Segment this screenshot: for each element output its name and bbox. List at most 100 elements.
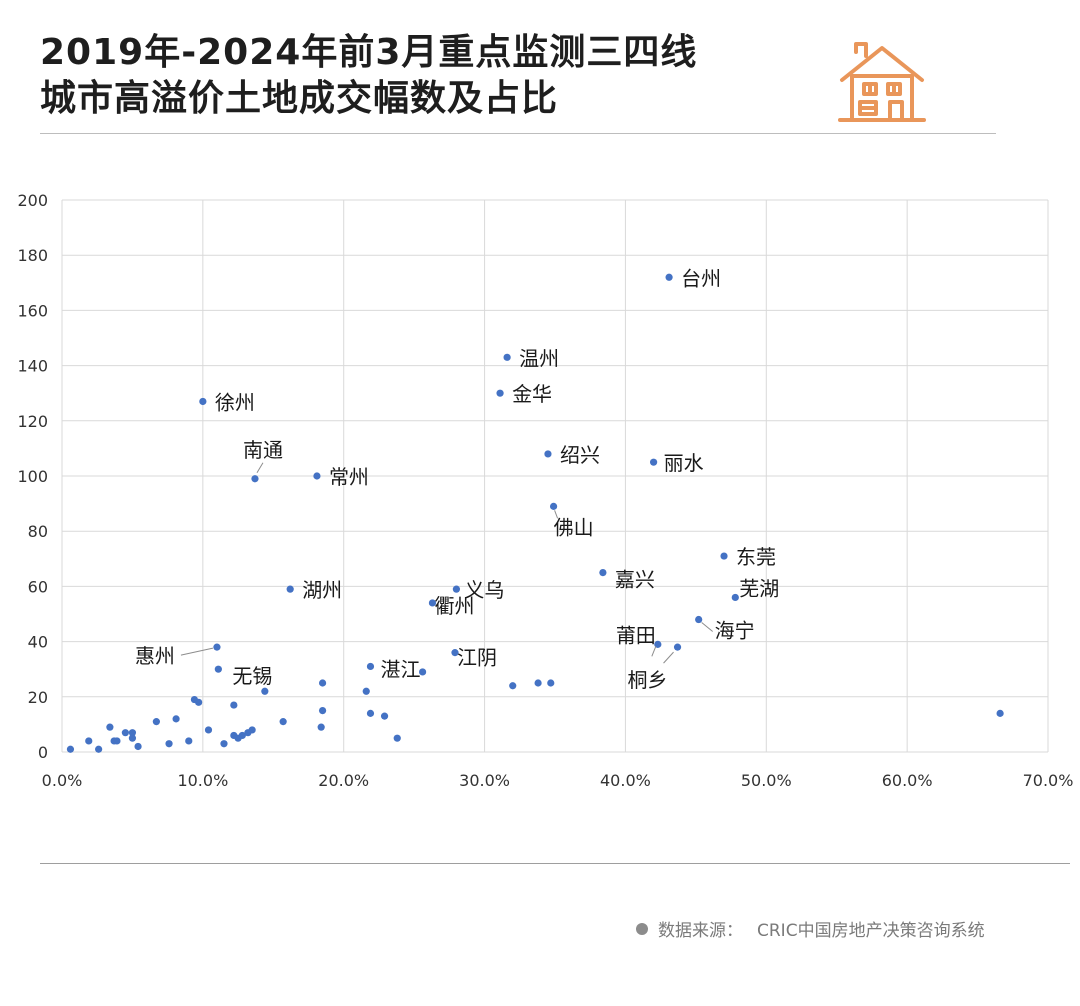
point-label: 义乌 [464,578,504,602]
x-tick-label: 10.0% [177,771,228,790]
data-point [106,723,114,731]
data-point [503,353,511,361]
leader-line [651,646,657,657]
point-label: 丽水 [664,451,704,475]
data-point [248,726,256,734]
y-tick-label: 20 [28,688,48,707]
data-point [134,742,142,751]
data-point [195,698,203,706]
data-point [172,715,180,723]
point-label: 金华 [512,382,552,406]
leader-line [256,462,264,474]
data-point [185,737,193,745]
point-label: 芜湖 [739,576,779,600]
point-label: 温州 [519,346,559,370]
data-point [121,729,129,737]
data-point [128,729,137,737]
data-point [95,745,103,753]
data-point [650,458,658,466]
data-point [238,731,246,740]
point-label: 无锡 [232,664,272,688]
dot-icon [636,922,648,935]
data-point [599,569,607,577]
data-point [318,707,327,715]
y-tick-label: 100 [17,467,48,486]
data-point [544,450,552,458]
source-note: 数据来源： CRIC中国房地产决策咨询系统 [636,916,985,941]
y-tick-label: 120 [17,412,48,431]
y-tick-label: 0 [38,743,48,762]
data-point [128,734,137,742]
point-label: 惠州 [135,644,175,668]
data-point [720,552,728,560]
data-point [204,726,213,734]
point-label: 莆田 [616,623,656,647]
y-tick-label: 160 [17,301,48,320]
data-point [418,668,427,676]
data-point [996,709,1004,717]
x-tick-label: 70.0% [1023,771,1074,790]
leader-line [180,647,214,656]
point-label: 湖州 [302,578,342,602]
data-point [214,665,222,673]
leader-line [701,622,713,632]
source-name: CRIC中国房地产决策咨询系统 [757,921,985,941]
data-point [451,649,459,657]
footer-divider [40,863,1070,864]
data-point [393,734,401,742]
point-label: 常州 [329,465,369,489]
x-tick-label: 50.0% [741,771,792,790]
point-label: 东莞 [736,545,776,569]
scatter-chart: 0 20 40 60 80 100 120 140 160 180 200 0.0% 10.0% 20.0… [17,191,1074,790]
point-label: 衢州 [434,594,474,618]
data-point [673,643,682,651]
data-point [110,737,118,745]
data-point [318,679,327,687]
y-tick-label: 200 [17,191,48,210]
house-icon [838,42,926,122]
data-point [261,687,269,695]
data-point [220,740,228,748]
x-tick-label: 30.0% [459,771,510,790]
data-point [509,682,517,690]
point-label: 绍兴 [560,443,600,467]
data-point [286,585,294,593]
data-point [66,745,75,753]
data-point [279,718,287,726]
data-point [665,273,673,281]
leader-line [663,651,674,664]
point-label: 南通 [243,438,283,462]
chart-title-line-2: 城市高溢价土地成交幅数及占比 [40,78,559,119]
data-point [547,679,555,687]
x-tick-label: 20.0% [318,771,369,790]
point-label: 海宁 [715,619,755,643]
data-point [362,687,370,695]
y-tick-label: 80 [28,522,48,541]
data-points [66,273,1004,753]
source-label: 数据来源： [658,921,743,941]
leader-line [554,510,559,519]
data-point [230,701,238,709]
data-point [85,737,93,745]
data-point [366,709,375,717]
data-point [313,472,321,480]
chart-title: 2019年-2024年前3月重点监测三四线 城市高溢价土地成交幅数及占比 [40,30,697,122]
data-point [654,640,662,648]
data-point [534,679,542,687]
y-tick-label: 40 [28,633,48,652]
data-point [317,723,325,731]
y-tick-label: 140 [17,357,48,376]
data-point [496,389,504,397]
data-point [549,502,558,510]
y-tick-label: 180 [17,246,48,265]
point-label: 湛江 [380,657,420,681]
point-label: 嘉兴 [615,568,655,592]
y-tick-label: 60 [28,577,48,596]
point-label: 佛山 [554,515,594,539]
data-point [695,615,703,624]
data-point [199,397,207,406]
data-point [213,643,221,651]
chart-title-line-1: 2019年-2024年前3月重点监测三四线 [40,32,698,73]
data-point [251,475,259,483]
